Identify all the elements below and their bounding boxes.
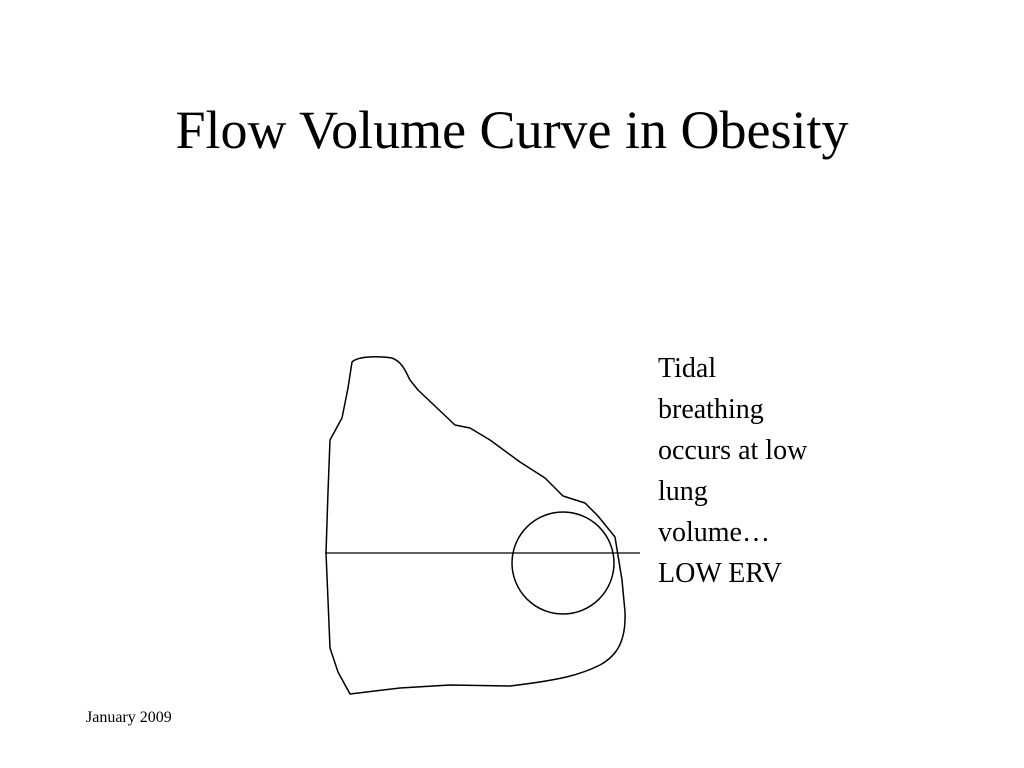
caption-line: volume… bbox=[658, 517, 770, 548]
tidal-breathing-loop bbox=[511, 511, 615, 615]
caption-line: Tidal bbox=[658, 353, 717, 384]
caption-line: breathing bbox=[658, 394, 764, 425]
slide-title: Flow Volume Curve in Obesity bbox=[175, 100, 849, 160]
flow-volume-loop bbox=[325, 356, 626, 695]
caption-line: LOW ERV bbox=[658, 558, 783, 589]
caption-line: lung bbox=[658, 476, 708, 507]
caption-line: occurs at low bbox=[658, 435, 808, 466]
footer-date: January 2009 bbox=[86, 709, 172, 726]
tidal-breathing-caption: Tidal breathing occurs at low lung volum… bbox=[658, 348, 858, 594]
